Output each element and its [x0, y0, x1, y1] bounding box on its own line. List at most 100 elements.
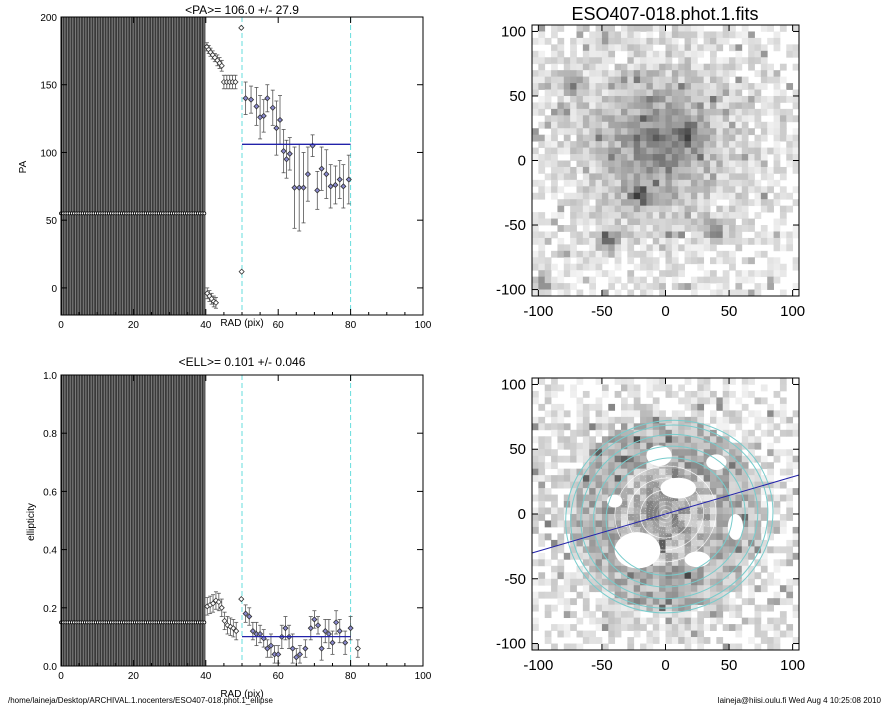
galaxy-pixel — [741, 218, 749, 226]
residual-pixel — [710, 390, 717, 398]
ell-data-point — [246, 607, 253, 626]
residual-pixel — [551, 591, 558, 599]
residual-pixel — [557, 429, 565, 437]
residual-pixel — [652, 468, 660, 476]
image-title: ESO407-018.phot.1.fits — [571, 4, 758, 24]
residual-pixel — [621, 416, 628, 424]
galaxy-pixel — [544, 154, 552, 161]
residual-pixel — [633, 384, 641, 392]
galaxy-pixel — [697, 192, 705, 200]
galaxy-pixel — [627, 212, 635, 219]
residual-pixel — [646, 416, 654, 424]
residual-pixel — [665, 565, 673, 573]
galaxy-pixel — [608, 212, 616, 219]
residual-pixel — [678, 637, 685, 644]
galaxy-pixel — [792, 102, 800, 110]
galaxy-pixel — [665, 147, 673, 155]
residual-pixel — [767, 643, 774, 651]
galaxy-pixel — [551, 44, 558, 52]
residual-pixel — [608, 442, 616, 450]
galaxy-pixel — [792, 231, 800, 239]
residual-pixel — [697, 378, 705, 385]
residual-pixel — [722, 397, 730, 405]
galaxy-pixel — [659, 37, 666, 45]
galaxy-pixel — [570, 154, 577, 161]
galaxy-pixel — [633, 237, 641, 245]
galaxy-pixel — [760, 44, 768, 52]
galaxy-pixel — [652, 108, 660, 116]
residual-pixel — [716, 442, 724, 450]
galaxy-pixel — [671, 115, 679, 123]
residual-pixel — [601, 501, 609, 508]
galaxy-pixel — [729, 186, 736, 194]
galaxy-pixel — [697, 237, 705, 245]
residual-pixel — [659, 378, 666, 385]
residual-pixel — [773, 494, 781, 502]
residual-pixel — [652, 520, 660, 528]
galaxy-pixel — [532, 250, 539, 258]
galaxy-pixel — [544, 263, 552, 271]
galaxy-pixel — [551, 63, 558, 71]
galaxy-pixel — [563, 102, 571, 110]
galaxy-pixel — [748, 179, 755, 187]
galaxy-pixel — [690, 244, 698, 252]
galaxy-pixel — [582, 179, 590, 187]
residual-pixel — [684, 449, 692, 457]
residual-pixel — [748, 546, 755, 554]
residual-sample-spoke — [626, 513, 666, 544]
residual-pixel — [563, 436, 571, 444]
residual-pixel — [589, 585, 596, 593]
galaxy-pixel — [538, 121, 546, 129]
galaxy-pixel — [722, 192, 730, 200]
galaxy-pixel — [652, 63, 660, 71]
galaxy-pixel — [627, 231, 635, 239]
residual-pixel — [722, 475, 730, 483]
residual-pixel — [716, 436, 724, 444]
residual-pixel — [544, 384, 552, 392]
residual-pixel — [754, 572, 762, 580]
galaxy-pixel — [570, 147, 577, 155]
galaxy-pixel — [735, 225, 743, 232]
galaxy-pixel — [722, 115, 730, 123]
galaxy-pixel — [671, 141, 679, 148]
galaxy-pixel — [608, 128, 616, 136]
residual-pixel — [582, 429, 590, 437]
residual-pixel — [760, 397, 768, 405]
galaxy-pixel — [741, 237, 749, 245]
galaxy-pixel — [589, 250, 596, 258]
residual-pixel — [614, 526, 622, 534]
residual-pixel — [767, 442, 774, 450]
residual-sample-spoke — [665, 493, 710, 515]
galaxy-ytick-label: 100 — [501, 23, 526, 40]
residual-pixel — [595, 559, 603, 567]
galaxy-pixel — [760, 147, 768, 155]
galaxy-pixel — [646, 128, 654, 136]
residual-pixel — [608, 585, 616, 593]
galaxy-pixel — [544, 134, 552, 142]
galaxy-pixel — [595, 225, 603, 232]
galaxy-pixel — [646, 166, 654, 174]
residual-pixel — [563, 611, 571, 619]
residual-pixel — [703, 442, 711, 450]
residual-pixel — [570, 501, 577, 508]
residual-pixel — [544, 442, 552, 450]
residual-pixel — [690, 390, 698, 398]
residual-pixel — [633, 617, 641, 625]
ell-data-point — [318, 636, 325, 661]
residual-pixel — [608, 416, 616, 424]
galaxy-pixel — [544, 186, 552, 194]
galaxy-pixel — [608, 192, 616, 200]
galaxy-pixel — [760, 237, 768, 245]
residual-pixel — [754, 442, 762, 450]
residual-pixel — [646, 384, 654, 392]
galaxy-pixel — [608, 147, 616, 155]
residual-pixel — [652, 630, 660, 638]
galaxy-pixel — [576, 134, 584, 142]
residual-pixel — [532, 624, 539, 631]
galaxy-pixel — [722, 166, 730, 174]
residual-sample-spoke — [665, 482, 703, 515]
galaxy-pixel — [582, 212, 590, 219]
residual-pixel — [621, 429, 628, 437]
galaxy-pixel — [690, 76, 698, 84]
residual-pixel — [678, 565, 685, 573]
